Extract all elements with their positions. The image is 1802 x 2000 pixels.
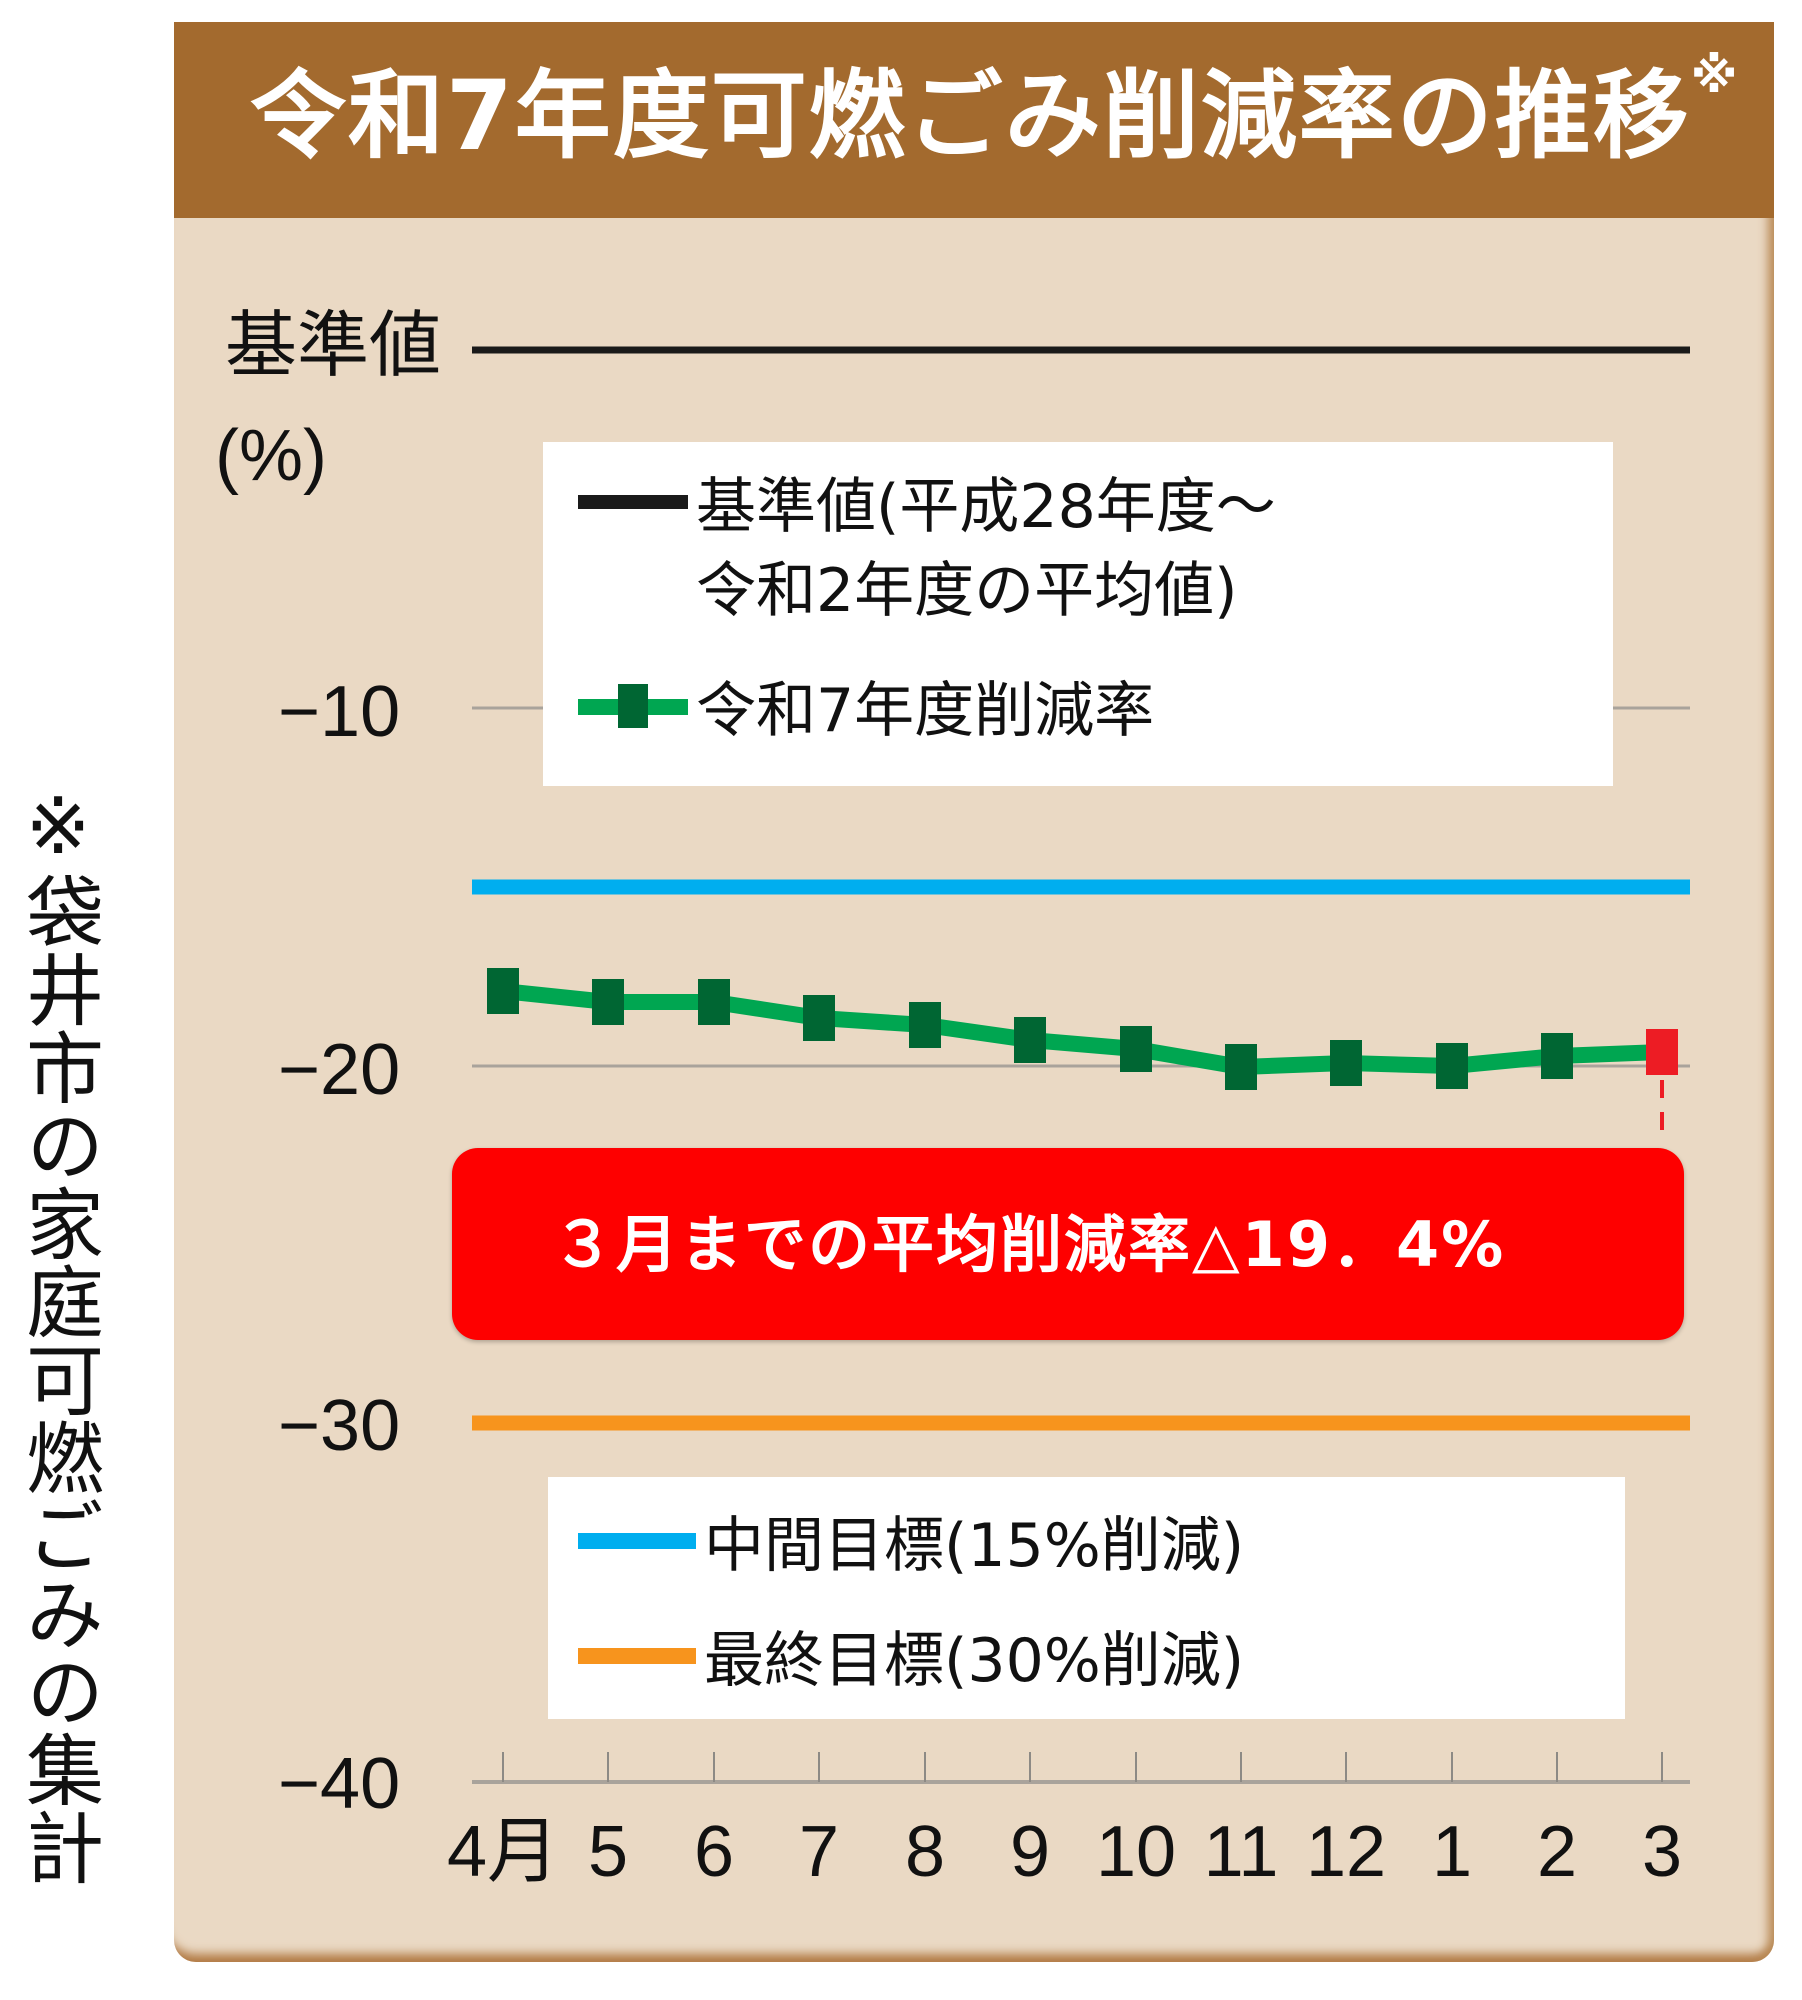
legend-series-label: 令和7年度削減率 [696, 676, 1155, 746]
x-tick-label: 2 [1537, 1812, 1577, 1892]
final-target-swatch-icon [578, 1647, 696, 1664]
legend-final-target-label: 最終目標(30%削減) [704, 1626, 1245, 1696]
y-tick-minus30: −30 [278, 1386, 400, 1466]
title-footnote-mark: ※ [1690, 48, 1740, 104]
baseline-swatch-icon [578, 494, 688, 509]
x-tick-label: 5 [588, 1812, 628, 1892]
legend-item-baseline: 基準値(平成28年度～ [578, 458, 1276, 545]
chart-header [174, 22, 1774, 218]
legend-item-baseline-cont: 令和2年度の平均値) [696, 542, 1238, 629]
x-tick-label: 8 [905, 1812, 945, 1892]
chart-title-text: 令和7年度可燃ごみ削減率の推移 [250, 60, 1691, 172]
x-tick-label: 6 [694, 1812, 734, 1892]
series-markers [487, 968, 1573, 1090]
average-reduction-callout: ３月までの平均削減率△19．4% [452, 1148, 1684, 1340]
x-tick-label: 12 [1306, 1812, 1386, 1892]
x-tick-label: 7 [799, 1812, 839, 1892]
legend-baseline-label-line2: 令和2年度の平均値) [696, 556, 1238, 626]
legend-item-series: 令和7年度削減率 [578, 662, 1154, 749]
x-tick-label: 1 [1432, 1812, 1472, 1892]
x-tick-label: 4月 [447, 1812, 559, 1892]
legend-mid-target-label: 中間目標(15%削減) [704, 1511, 1245, 1581]
footnote-vertical: ※袋井市の家庭可燃ごみの集計 [13, 782, 103, 1886]
series-swatch-icon [578, 682, 688, 730]
series-line [502, 983, 1663, 1075]
legend-bottom: 中間目標(15%削減) 最終目標(30%削減) [548, 1477, 1625, 1719]
legend-top: 基準値(平成28年度～ 令和2年度の平均値) 令和7年度削減率 [543, 442, 1613, 786]
x-tick-label: 3 [1642, 1812, 1682, 1892]
y-tick-minus40: −40 [278, 1744, 400, 1824]
x-tick-label: 11 [1204, 1812, 1279, 1892]
mid-target-swatch-icon [578, 1532, 696, 1549]
legend-baseline-label-line1: 基準値(平成28年度～ [696, 472, 1276, 542]
y-tick-minus20: −20 [278, 1030, 400, 1110]
y-axis-unit-label: (%) [215, 416, 327, 496]
callout-text: ３月までの平均削減率△19．4% [552, 1208, 1506, 1281]
x-tick-label: 9 [1010, 1812, 1050, 1892]
y-tick-minus10: −10 [278, 672, 400, 752]
legend-item-mid-target: 中間目標(15%削減) [578, 1497, 1244, 1584]
chart-title: 令和7年度可燃ごみ削減率の推移※ [250, 38, 1739, 177]
x-tick-label: 10 [1096, 1812, 1176, 1892]
x-axis-ticks [502, 1752, 1663, 1782]
last-month-marker [1646, 1029, 1678, 1075]
y-axis-baseline-label: 基準値 [225, 306, 441, 386]
legend-item-final-target: 最終目標(30%削減) [578, 1612, 1244, 1699]
